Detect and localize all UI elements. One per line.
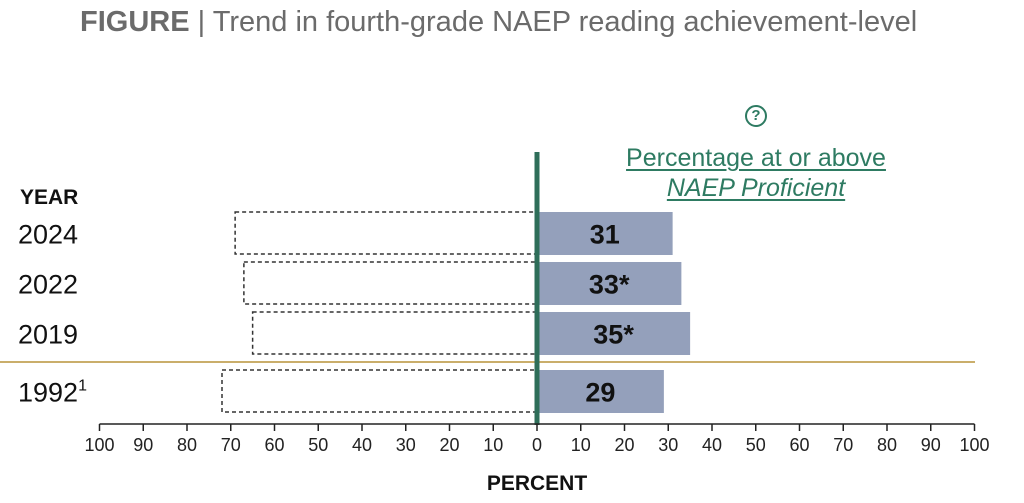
dashed-outline-2024 bbox=[234, 211, 538, 255]
x-tick-label: 20 bbox=[614, 435, 634, 455]
year-label-2019: 2019 bbox=[18, 320, 78, 350]
x-tick-label: 100 bbox=[959, 435, 989, 455]
x-tick-label: 40 bbox=[702, 435, 722, 455]
year-label-2024: 2024 bbox=[18, 220, 78, 250]
x-tick-label: 50 bbox=[308, 435, 328, 455]
x-tick-label: 70 bbox=[221, 435, 241, 455]
value-label-2022: 33* bbox=[589, 270, 630, 300]
x-tick-label: 60 bbox=[264, 435, 284, 455]
x-tick-label: 20 bbox=[439, 435, 459, 455]
proficient-label-link[interactable]: Percentage at or above NAEP Proficient bbox=[580, 143, 932, 203]
x-tick-label: 10 bbox=[571, 435, 591, 455]
x-tick-label: 40 bbox=[352, 435, 372, 455]
x-tick-label: 70 bbox=[833, 435, 853, 455]
value-label-1992: 29 bbox=[585, 378, 615, 408]
title-separator: | bbox=[197, 6, 206, 38]
x-tick-label: 100 bbox=[84, 435, 114, 455]
x-tick-label: 30 bbox=[396, 435, 416, 455]
x-tick-label: 0 bbox=[532, 435, 542, 455]
x-tick-label: 50 bbox=[746, 435, 766, 455]
x-tick-label: 90 bbox=[921, 435, 941, 455]
year-header: YEAR bbox=[20, 186, 78, 209]
value-label-2024: 31 bbox=[590, 220, 620, 250]
figure-label: FIGURE bbox=[80, 6, 190, 38]
bar-2024 bbox=[537, 212, 673, 255]
x-tick-label: 60 bbox=[789, 435, 809, 455]
dashed-outline-1992 bbox=[221, 369, 538, 413]
figure-title: FIGURE | Trend in fourth-grade NAEP read… bbox=[80, 6, 917, 39]
x-tick-label: 30 bbox=[658, 435, 678, 455]
year-label-1992: 19921 bbox=[18, 378, 87, 408]
proficient-label-line1: Percentage at or above bbox=[626, 144, 886, 172]
x-tick-label: 80 bbox=[877, 435, 897, 455]
bar-2019 bbox=[537, 312, 691, 355]
proficient-label-line2: NAEP Proficient bbox=[666, 174, 846, 202]
bar-1992 bbox=[537, 370, 664, 413]
title-text: Trend in fourth-grade NAEP reading achie… bbox=[212, 6, 918, 38]
x-tick-label: 80 bbox=[177, 435, 197, 455]
year-label-2022: 2022 bbox=[18, 270, 78, 300]
question-circle-icon[interactable]: ? bbox=[745, 105, 767, 127]
dashed-outline-2022 bbox=[243, 261, 538, 305]
bar-2022 bbox=[537, 262, 682, 305]
x-tick-label: 10 bbox=[483, 435, 503, 455]
value-label-2019: 35* bbox=[593, 320, 634, 350]
x-tick-label: 90 bbox=[133, 435, 153, 455]
dashed-outline-2019 bbox=[251, 311, 538, 355]
x-axis-title: PERCENT bbox=[487, 472, 588, 495]
